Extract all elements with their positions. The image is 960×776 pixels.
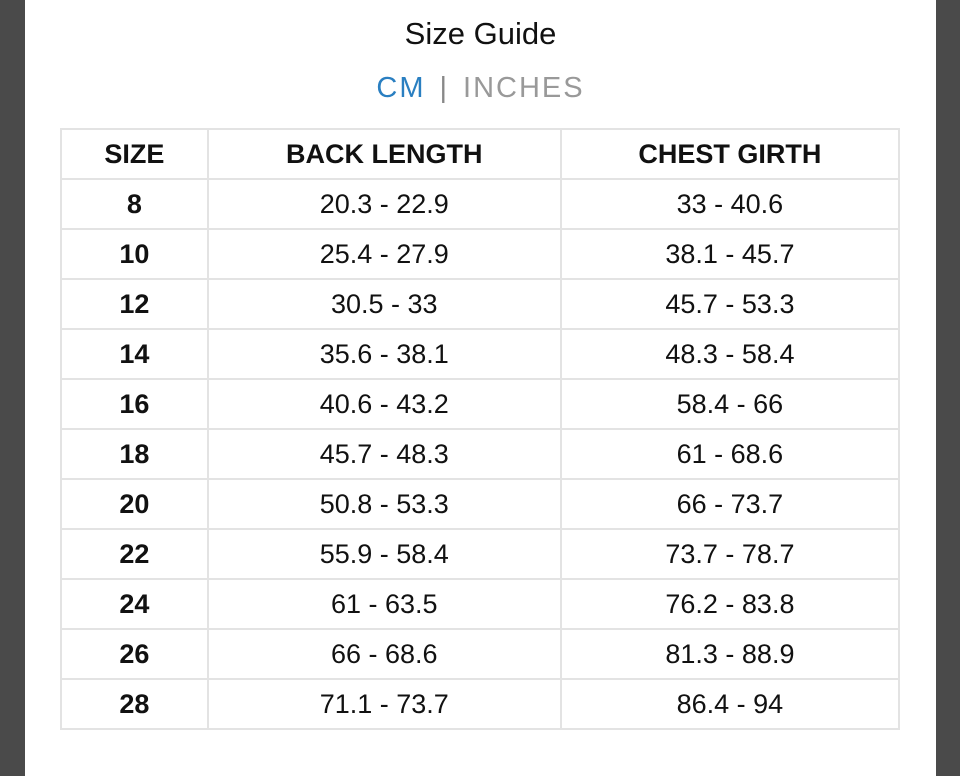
table-cell: 24 xyxy=(60,578,209,630)
table-row: 16 40.6 - 43.2 58.4 - 66 xyxy=(60,378,901,430)
table-row: 24 61 - 63.5 76.2 - 83.8 xyxy=(60,578,901,630)
table-row: 8 20.3 - 22.9 33 - 40.6 xyxy=(60,178,901,230)
tab-inches[interactable]: INCHES xyxy=(463,72,585,104)
table-cell: 73.7 - 78.7 xyxy=(559,528,901,580)
table-cell: 26 xyxy=(60,628,209,680)
column-header: SIZE xyxy=(60,128,209,180)
table-cell: 8 xyxy=(60,178,209,230)
table-cell: 58.4 - 66 xyxy=(559,378,901,430)
table-row: 14 35.6 - 38.1 48.3 - 58.4 xyxy=(60,328,901,380)
table-cell: 12 xyxy=(60,278,209,330)
tab-cm[interactable]: CM xyxy=(376,72,426,104)
column-header: BACK LENGTH xyxy=(206,128,562,180)
table-cell: 16 xyxy=(60,378,209,430)
header-row: SIZE BACK LENGTH CHEST GIRTH xyxy=(60,128,901,180)
table-cell: 45.7 - 48.3 xyxy=(206,428,562,480)
table-cell: 61 - 63.5 xyxy=(206,578,562,630)
column-header: CHEST GIRTH xyxy=(559,128,901,180)
table-cell: 61 - 68.6 xyxy=(559,428,901,480)
table-cell: 25.4 - 27.9 xyxy=(206,228,562,280)
table-row: 28 71.1 - 73.7 86.4 - 94 xyxy=(60,678,901,730)
table-cell: 18 xyxy=(60,428,209,480)
table-cell: 45.7 - 53.3 xyxy=(559,278,901,330)
table-cell: 35.6 - 38.1 xyxy=(206,328,562,380)
table-cell: 66 - 68.6 xyxy=(206,628,562,680)
size-table: SIZE BACK LENGTH CHEST GIRTH 8 20.3 - 22.9 3… xyxy=(60,128,901,730)
table-row: 18 45.7 - 48.3 61 - 68.6 xyxy=(60,428,901,480)
table-cell: 40.6 - 43.2 xyxy=(206,378,562,430)
table-cell: 14 xyxy=(60,328,209,380)
table-cell: 20.3 - 22.9 xyxy=(206,178,562,230)
table-cell: 50.8 - 53.3 xyxy=(206,478,562,530)
table-cell: 76.2 - 83.8 xyxy=(559,578,901,630)
table-row: 10 25.4 - 27.9 38.1 - 45.7 xyxy=(60,228,901,280)
table-body: 8 20.3 - 22.9 33 - 40.6 10 25.4 - 27.9 38.1 -… xyxy=(60,178,901,730)
table-cell: 28 xyxy=(60,678,209,730)
table-row: 20 50.8 - 53.3 66 - 73.7 xyxy=(60,478,901,530)
table-cell: 22 xyxy=(60,528,209,580)
table-cell: 86.4 - 94 xyxy=(559,678,901,730)
table-cell: 10 xyxy=(60,228,209,280)
table-cell: 71.1 - 73.7 xyxy=(206,678,562,730)
table-cell: 81.3 - 88.9 xyxy=(559,628,901,680)
table-cell: 33 - 40.6 xyxy=(559,178,901,230)
size-guide-panel: Size Guide CM | INCHES SIZE BACK LENGTH CHES… xyxy=(25,0,936,776)
table-cell: 66 - 73.7 xyxy=(559,478,901,530)
table-row: 12 30.5 - 33 45.7 - 53.3 xyxy=(60,278,901,330)
unit-tabs: CM | INCHES xyxy=(25,72,936,105)
table-row: 26 66 - 68.6 81.3 - 88.9 xyxy=(60,628,901,680)
title: Size Guide xyxy=(404,16,557,51)
table-cell: 55.9 - 58.4 xyxy=(206,528,562,580)
table-cell: 48.3 - 58.4 xyxy=(559,328,901,380)
table-cell: 20 xyxy=(60,478,209,530)
table-row: 22 55.9 - 58.4 73.7 - 78.7 xyxy=(60,528,901,580)
table-cell: 38.1 - 45.7 xyxy=(559,228,901,280)
table-cell: 30.5 - 33 xyxy=(206,278,562,330)
tab-separator: | xyxy=(439,72,450,104)
